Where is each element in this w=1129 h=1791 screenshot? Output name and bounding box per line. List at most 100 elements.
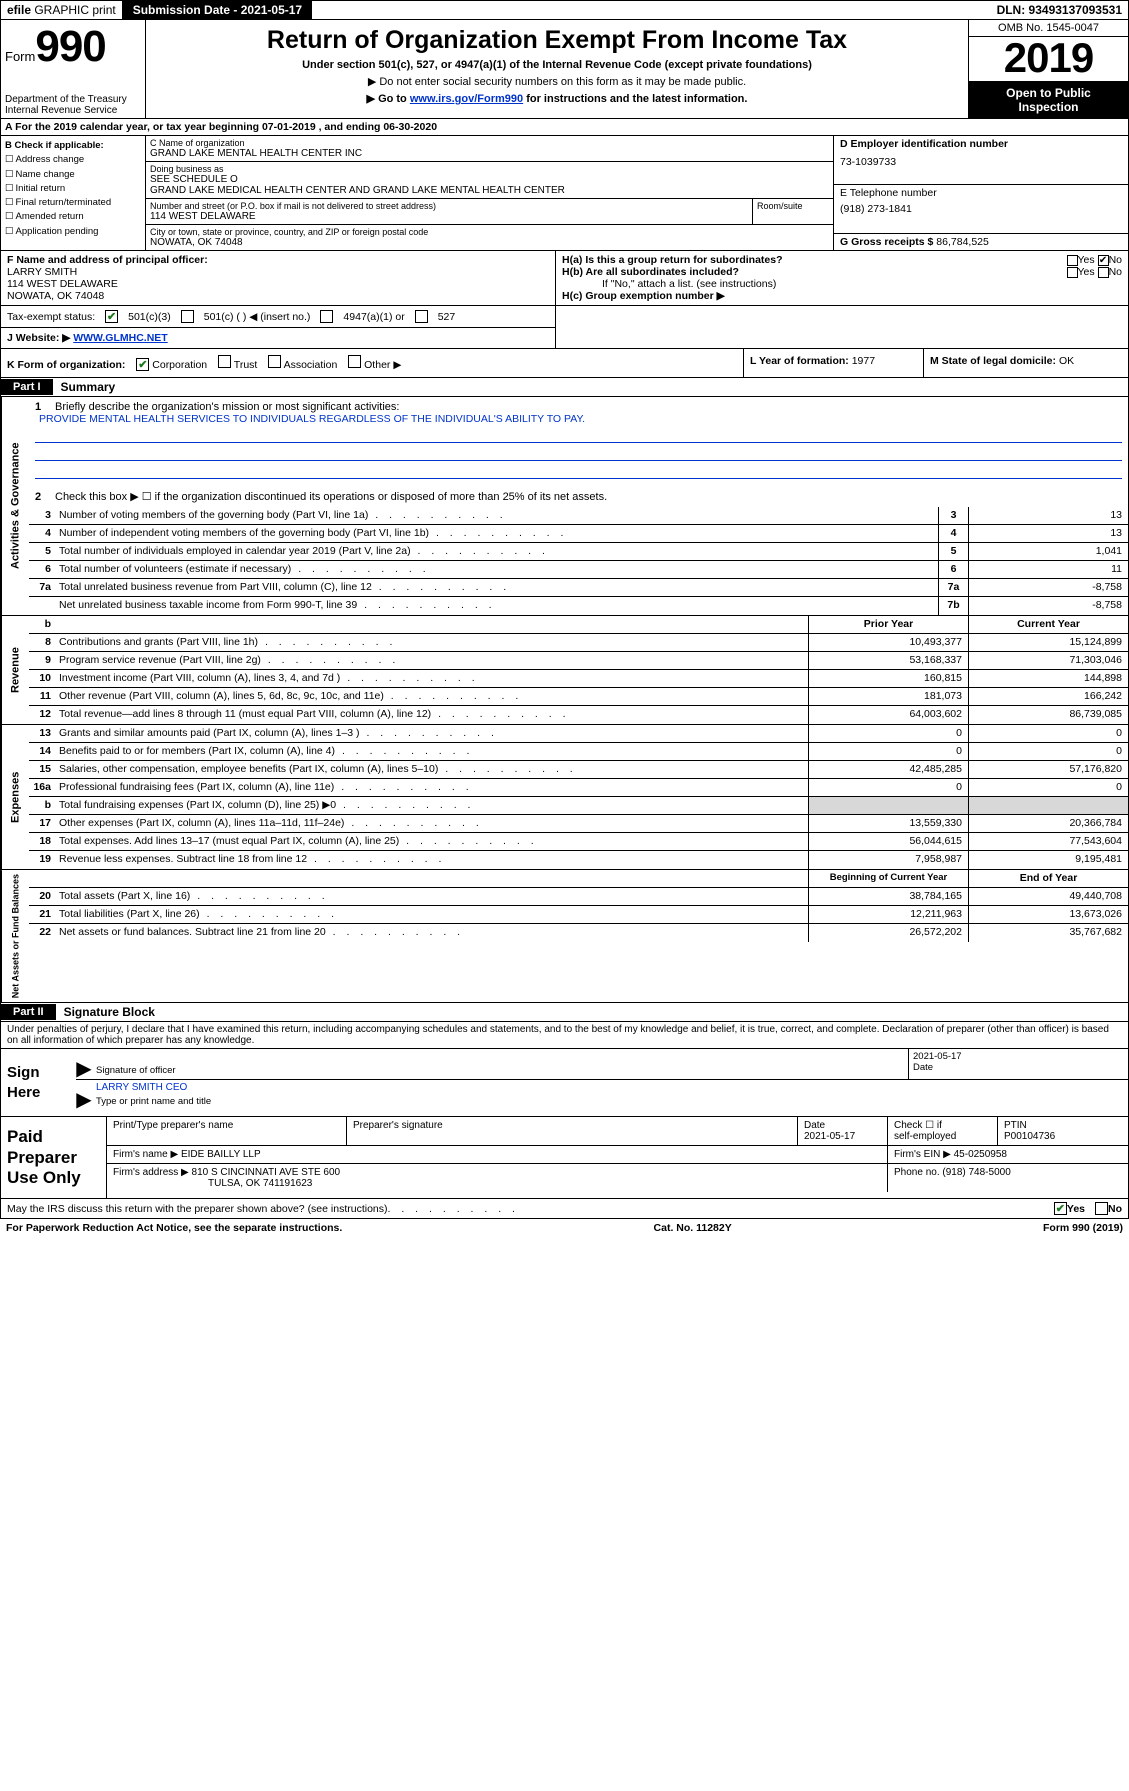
- line-label: Total number of volunteers (estimate if …: [55, 561, 938, 578]
- subtitle-3: ▶ Go to www.irs.gov/Form990 for instruct…: [154, 92, 960, 105]
- line-2-label: Check this box ▶ ☐ if the organization d…: [55, 491, 607, 503]
- prior-value: [808, 797, 968, 814]
- line-label: Total unrelated business revenue from Pa…: [55, 579, 938, 596]
- ha-label: H(a) Is this a group return for subordin…: [562, 254, 1067, 266]
- col-c-name: C Name of organization GRAND LAKE MENTAL…: [146, 136, 833, 250]
- line-label: Other revenue (Part VIII, column (A), li…: [55, 688, 808, 705]
- line-box: 7b: [938, 597, 968, 615]
- hb-note: If "No," attach a list. (see instruction…: [562, 278, 1122, 290]
- city-label: City or town, state or province, country…: [150, 227, 829, 237]
- 501c3-checkbox: ✔: [105, 310, 118, 323]
- ein-value: 73-1039733: [840, 156, 1122, 168]
- firm-ein-label: Firm's EIN ▶: [894, 1149, 954, 1160]
- vtab-netassets: Net Assets or Fund Balances: [1, 870, 29, 1002]
- line-num: 20: [29, 888, 55, 905]
- cb-name-change: Name change: [16, 169, 75, 180]
- line-value: -8,758: [968, 579, 1128, 596]
- line-value: 11: [968, 561, 1128, 578]
- activities-block: Activities & Governance 1Briefly describ…: [0, 397, 1129, 616]
- line-label: Total expenses. Add lines 13–17 (must eq…: [55, 833, 808, 850]
- line-label: Number of voting members of the governin…: [55, 507, 938, 524]
- form-header: Form990 Department of the TreasuryIntern…: [0, 20, 1129, 119]
- firm-name-value: EIDE BAILLY LLP: [181, 1149, 261, 1160]
- line-value: -8,758: [968, 597, 1128, 615]
- form-word: Form: [5, 49, 35, 64]
- part-2-title: Signature Block: [56, 1003, 163, 1021]
- line-label: Contributions and grants (Part VIII, lin…: [55, 634, 808, 651]
- row-klm: K Form of organization: ✔ Corporation Tr…: [0, 349, 1129, 378]
- line-label: Program service revenue (Part VIII, line…: [55, 652, 808, 669]
- line-value: 13: [968, 525, 1128, 542]
- current-value: 71,303,046: [968, 652, 1128, 669]
- line-num: 17: [29, 815, 55, 832]
- line-num: 15: [29, 761, 55, 778]
- line-label: Other expenses (Part IX, column (A), lin…: [55, 815, 808, 832]
- line-label: Investment income (Part VIII, column (A)…: [55, 670, 808, 687]
- part-2-header: Part II Signature Block: [0, 1003, 1129, 1022]
- line-num: [29, 597, 55, 615]
- line-box: 3: [938, 507, 968, 524]
- dba-value: SEE SCHEDULE O: [150, 174, 829, 185]
- line-num: 21: [29, 906, 55, 923]
- line-num: 19: [29, 851, 55, 869]
- current-value: 15,124,899: [968, 634, 1128, 651]
- prior-value: 160,815: [808, 670, 968, 687]
- col-b-checkboxes: B Check if applicable: ☐Address change ☐…: [1, 136, 146, 250]
- hb-label: H(b) Are all subordinates included?: [562, 266, 1067, 278]
- line-num: 4: [29, 525, 55, 542]
- header-title-block: Return of Organization Exempt From Incom…: [146, 20, 968, 118]
- vtab-activities: Activities & Governance: [1, 397, 29, 615]
- cb-initial-return: Initial return: [16, 183, 66, 194]
- line-num: 6: [29, 561, 55, 578]
- part-1-tag: Part I: [1, 379, 53, 395]
- cb-amended-return: Amended return: [16, 211, 84, 222]
- prior-value: 10,493,377: [808, 634, 968, 651]
- hdr-end: End of Year: [968, 870, 1128, 887]
- org-name: GRAND LAKE MENTAL HEALTH CENTER INC: [150, 148, 829, 159]
- open-to-public: Open to PublicInspection: [969, 82, 1128, 118]
- mission-text: PROVIDE MENTAL HEALTH SERVICES TO INDIVI…: [35, 413, 1122, 425]
- officer-addr2: NOWATA, OK 74048: [7, 290, 104, 302]
- row-a-tax-year: A For the 2019 calendar year, or tax yea…: [0, 119, 1129, 136]
- street-label: Number and street (or P.O. box if mail i…: [150, 201, 748, 211]
- line-num: b: [29, 797, 55, 814]
- prior-value: 42,485,285: [808, 761, 968, 778]
- officer-addr1: 114 WEST DELAWARE: [7, 278, 118, 290]
- line-label: Revenue less expenses. Subtract line 18 …: [55, 851, 808, 869]
- cb-application-pending: Application pending: [16, 226, 99, 237]
- prior-value: 26,572,202: [808, 924, 968, 942]
- firm-phone-value: (918) 748-5000: [942, 1167, 1010, 1178]
- line-label: Total fundraising expenses (Part IX, col…: [55, 797, 808, 814]
- line-value: 13: [968, 507, 1128, 524]
- efile-label: efile GRAPHIC print: [1, 1, 123, 19]
- sign-date-value: 2021-05-17: [913, 1051, 1124, 1062]
- cb-address-change: Address change: [16, 154, 85, 165]
- sign-here-label: Sign Here: [1, 1049, 76, 1116]
- hdr-current-year: Current Year: [968, 616, 1128, 633]
- tax-year: 2019: [969, 37, 1128, 82]
- irs-link[interactable]: www.irs.gov/Form990: [410, 93, 523, 105]
- current-value: 9,195,481: [968, 851, 1128, 869]
- col-k-form-org: K Form of organization: ✔ Corporation Tr…: [1, 349, 743, 377]
- cb-final-return: Final return/terminated: [16, 197, 112, 208]
- city-value: NOWATA, OK 74048: [150, 237, 829, 248]
- line-label: Total number of individuals employed in …: [55, 543, 938, 560]
- col-b-header: B Check if applicable:: [5, 140, 104, 151]
- top-bar: efile GRAPHIC print Submission Date - 20…: [0, 0, 1129, 20]
- officer-name: LARRY SMITH: [7, 266, 77, 278]
- sign-here-block: Sign Here ▶ Signature of officer 2021-05…: [0, 1049, 1129, 1117]
- hdr-prior-year: Prior Year: [808, 616, 968, 633]
- part-1-header: Part I Summary: [0, 378, 1129, 397]
- prior-value: 13,559,330: [808, 815, 968, 832]
- prior-value: 64,003,602: [808, 706, 968, 724]
- current-value: 166,242: [968, 688, 1128, 705]
- website-link[interactable]: WWW.GLMHC.NET: [73, 332, 167, 344]
- vtab-revenue: Revenue: [1, 616, 29, 724]
- form-number: 990: [35, 22, 105, 71]
- firm-name-label: Firm's name ▶: [113, 1149, 181, 1160]
- discuss-no-checkbox: [1095, 1202, 1108, 1215]
- line-label: Benefits paid to or for members (Part IX…: [55, 743, 808, 760]
- row-f-h: F Name and address of principal officer:…: [0, 251, 1129, 306]
- paid-preparer-block: Paid Preparer Use Only Print/Type prepar…: [0, 1117, 1129, 1199]
- line-num: 3: [29, 507, 55, 524]
